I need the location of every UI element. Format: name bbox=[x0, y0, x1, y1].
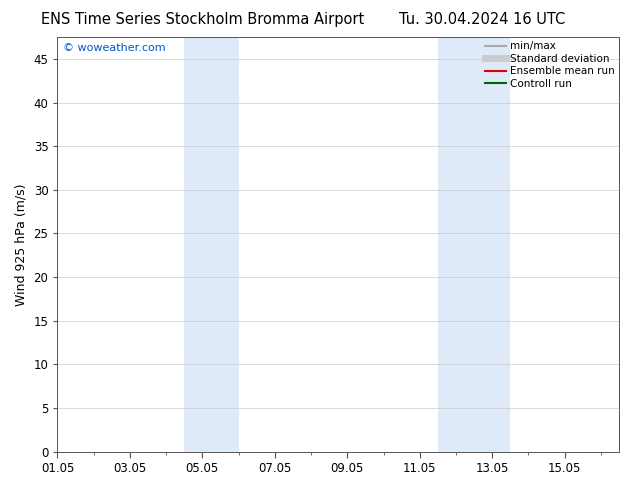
Text: Tu. 30.04.2024 16 UTC: Tu. 30.04.2024 16 UTC bbox=[399, 12, 565, 27]
Legend: min/max, Standard deviation, Ensemble mean run, Controll run: min/max, Standard deviation, Ensemble me… bbox=[483, 39, 617, 91]
Bar bbox=[438, 37, 510, 452]
Text: ENS Time Series Stockholm Bromma Airport: ENS Time Series Stockholm Bromma Airport bbox=[41, 12, 365, 27]
Y-axis label: Wind 925 hPa (m/s): Wind 925 hPa (m/s) bbox=[15, 183, 28, 306]
Text: © woweather.com: © woweather.com bbox=[63, 43, 165, 53]
Bar bbox=[184, 37, 238, 452]
